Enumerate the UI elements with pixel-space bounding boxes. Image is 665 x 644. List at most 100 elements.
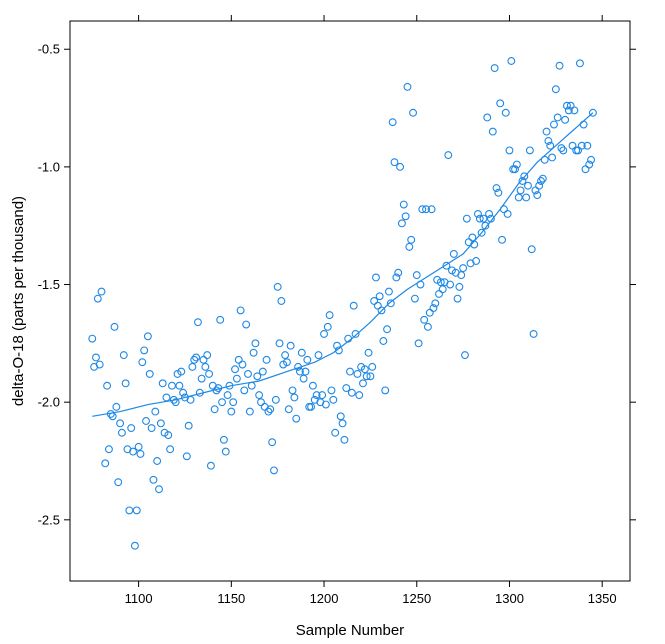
data-point — [149, 475, 158, 484]
x-axis: 1100 1150 1200 1250 1300 1350 — [125, 15, 617, 606]
data-point — [227, 407, 236, 416]
data-point — [219, 435, 228, 444]
data-point — [104, 445, 113, 454]
y-tick-label: -1.5 — [38, 277, 60, 292]
data-point — [394, 268, 403, 277]
data-point — [412, 271, 421, 280]
data-point — [253, 372, 262, 381]
data-point — [142, 417, 150, 425]
data-point — [101, 459, 110, 468]
data-point — [535, 181, 544, 190]
data-point — [136, 449, 145, 458]
data-point — [399, 200, 408, 209]
data-point — [255, 391, 264, 400]
y-axis: -2.5 -2.0 -1.5 -1.0 -0.5 — [38, 42, 636, 527]
data-point — [570, 106, 579, 115]
data-point — [125, 506, 134, 515]
data-points — [88, 57, 597, 550]
data-point — [223, 391, 232, 400]
y-tick-label: -2.5 — [38, 512, 60, 527]
data-point — [475, 214, 484, 223]
data-point — [145, 369, 154, 378]
data-point — [283, 358, 291, 367]
data-point — [112, 402, 121, 411]
data-point — [199, 355, 208, 364]
data-point — [286, 341, 295, 350]
data-point — [381, 386, 390, 395]
data-point — [338, 419, 347, 428]
data-point — [192, 353, 201, 362]
data-point — [366, 372, 375, 381]
data-point — [197, 374, 206, 383]
data-point — [516, 186, 525, 195]
x-tick-label: 1350 — [588, 591, 617, 606]
data-point — [542, 127, 551, 136]
data-point — [244, 369, 252, 378]
x-tick-label: 1250 — [402, 591, 431, 606]
data-point — [270, 466, 278, 475]
data-point — [271, 395, 280, 404]
data-point — [238, 360, 247, 369]
data-point — [162, 393, 171, 402]
data-point — [405, 242, 414, 251]
data-point — [121, 379, 130, 388]
data-point — [581, 165, 590, 174]
data-point — [216, 315, 225, 324]
data-point — [242, 320, 251, 329]
data-point — [548, 153, 557, 162]
data-point — [245, 407, 254, 416]
data-point — [588, 108, 597, 117]
data-point — [353, 369, 362, 378]
data-point — [386, 299, 395, 308]
data-point — [182, 452, 191, 461]
data-point — [559, 146, 568, 155]
data-point — [444, 151, 453, 160]
data-point — [116, 419, 125, 428]
data-point — [340, 435, 349, 444]
x-tick-label: 1150 — [217, 591, 245, 606]
data-point — [373, 301, 382, 310]
data-point — [134, 442, 143, 451]
data-point — [362, 372, 371, 381]
data-point — [423, 322, 432, 331]
data-point — [479, 214, 488, 223]
data-point — [486, 214, 495, 223]
data-point — [262, 355, 271, 364]
data-point — [140, 346, 149, 355]
data-point — [550, 120, 558, 129]
data-point — [474, 209, 482, 218]
data-point — [498, 235, 506, 244]
data-point — [379, 337, 388, 345]
data-point — [457, 271, 466, 280]
data-point — [505, 146, 514, 155]
data-point — [529, 329, 538, 338]
data-point — [388, 118, 397, 127]
data-point — [583, 141, 592, 150]
data-point — [119, 351, 128, 360]
data-point — [156, 419, 165, 428]
data-point — [525, 146, 534, 155]
data-point — [117, 428, 126, 437]
data-point — [397, 219, 406, 228]
data-point — [257, 398, 265, 407]
data-point — [407, 235, 416, 244]
data-point — [514, 193, 523, 202]
data-point — [166, 445, 175, 454]
data-point — [273, 282, 282, 291]
data-point — [132, 506, 141, 515]
data-point — [435, 289, 443, 298]
data-point — [561, 115, 570, 124]
data-point — [318, 391, 327, 400]
data-point — [168, 381, 176, 390]
smooth-fit-line — [92, 112, 594, 417]
data-point — [492, 184, 501, 193]
data-point — [368, 362, 377, 371]
data-point — [375, 292, 384, 301]
data-point — [312, 391, 321, 400]
data-point — [281, 351, 290, 360]
data-point — [555, 61, 564, 70]
data-point — [384, 287, 393, 296]
data-point — [494, 188, 503, 197]
data-point — [527, 245, 536, 254]
data-point — [414, 339, 423, 348]
